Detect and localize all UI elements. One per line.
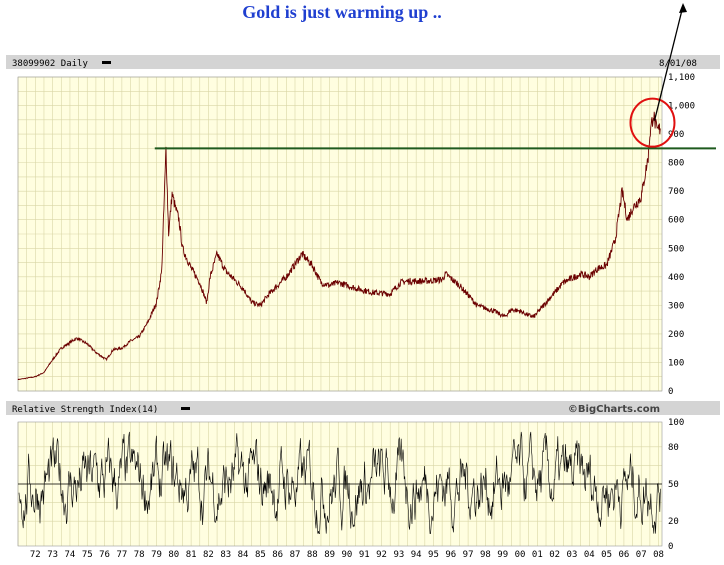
main-y-tick-label: 800 — [668, 159, 684, 169]
x-tick-label: 82 — [203, 550, 214, 560]
x-tick-label: 96 — [445, 550, 456, 560]
x-tick-label: 00 — [515, 550, 526, 560]
x-tick-label: 94 — [411, 550, 422, 560]
x-tick-label: 77 — [116, 550, 127, 560]
main-y-tick-label: 1,100 — [668, 73, 695, 83]
x-tick-label: 99 — [497, 550, 508, 560]
x-tick-label: 72 — [30, 550, 41, 560]
x-tick-label: 98 — [480, 550, 491, 560]
x-tick-label: 03 — [567, 550, 578, 560]
main-y-tick-label: 100 — [668, 358, 684, 368]
headline: Gold is just warming up .. — [242, 2, 442, 22]
breakout-arrow — [653, 3, 687, 121]
rsi-panel-title: Relative Strength Index(14) — [12, 405, 158, 415]
main-y-tick-label: 0 — [668, 387, 673, 397]
main-y-tick-label: 900 — [668, 130, 684, 140]
x-tick-label: 85 — [255, 550, 266, 560]
x-tick-label: 89 — [324, 550, 335, 560]
main-y-tick-label: 200 — [668, 330, 684, 340]
x-tick-label: 93 — [393, 550, 404, 560]
main-y-tick-label: 400 — [668, 273, 684, 283]
x-tick-label: 79 — [151, 550, 162, 560]
x-tick-label: 74 — [65, 550, 76, 560]
x-tick-label: 95 — [428, 550, 439, 560]
x-tick-label: 01 — [532, 550, 543, 560]
price-series-line — [17, 111, 661, 381]
rsi-y-tick-label: 20 — [668, 517, 679, 527]
main-plot: 0 100 200 300 400 500 600 700 800 900 1,000 1,100 — [17, 3, 716, 397]
rsi-y-tick-label: 80 — [668, 443, 679, 453]
bigcharts-watermark: ©BigCharts.com — [568, 404, 660, 415]
x-tick-label: 08 — [653, 550, 664, 560]
x-tick-label: 07 — [636, 550, 647, 560]
x-tick-label: 78 — [134, 550, 145, 560]
rsi-panel-header — [6, 401, 720, 415]
main-y-tick-label: 500 — [668, 244, 684, 254]
main-panel-header — [6, 55, 720, 69]
main-y-tick-label: 700 — [668, 187, 684, 197]
main-y-tick-label: 1,000 — [668, 102, 695, 112]
x-tick-label: 73 — [47, 550, 58, 560]
highlight-circle — [629, 97, 676, 148]
main-panel-legend-swatch — [102, 61, 111, 64]
rsi-y-tick-label: 0 — [668, 542, 673, 552]
x-tick-label: 92 — [376, 550, 387, 560]
main-panel-title: 38099902 Daily — [12, 59, 88, 69]
x-tick-label: 76 — [99, 550, 110, 560]
x-tick-label: 88 — [307, 550, 318, 560]
x-tick-label: 86 — [272, 550, 283, 560]
x-tick-label: 04 — [584, 550, 595, 560]
x-tick-label: 02 — [549, 550, 560, 560]
x-tick-label: 91 — [359, 550, 370, 560]
main-y-tick-label: 300 — [668, 301, 684, 311]
rsi-y-tick-label: 50 — [668, 480, 679, 490]
main-panel-date: 8/01/08 — [659, 59, 697, 69]
x-tick-label: 90 — [342, 550, 353, 560]
x-tick-label: 05 — [601, 550, 612, 560]
rsi-series-line — [18, 431, 661, 534]
x-tick-label: 97 — [463, 550, 474, 560]
x-tick-label: 80 — [168, 550, 179, 560]
x-tick-label: 75 — [82, 550, 93, 560]
x-tick-label: 87 — [290, 550, 301, 560]
x-tick-label: 83 — [220, 550, 231, 560]
x-tick-label: 06 — [618, 550, 629, 560]
x-tick-label: 81 — [186, 550, 197, 560]
rsi-y-tick-label: 100 — [668, 418, 684, 428]
x-tick-label: 84 — [238, 550, 249, 560]
main-y-tick-label: 600 — [668, 216, 684, 226]
rsi-legend-swatch — [181, 407, 190, 410]
